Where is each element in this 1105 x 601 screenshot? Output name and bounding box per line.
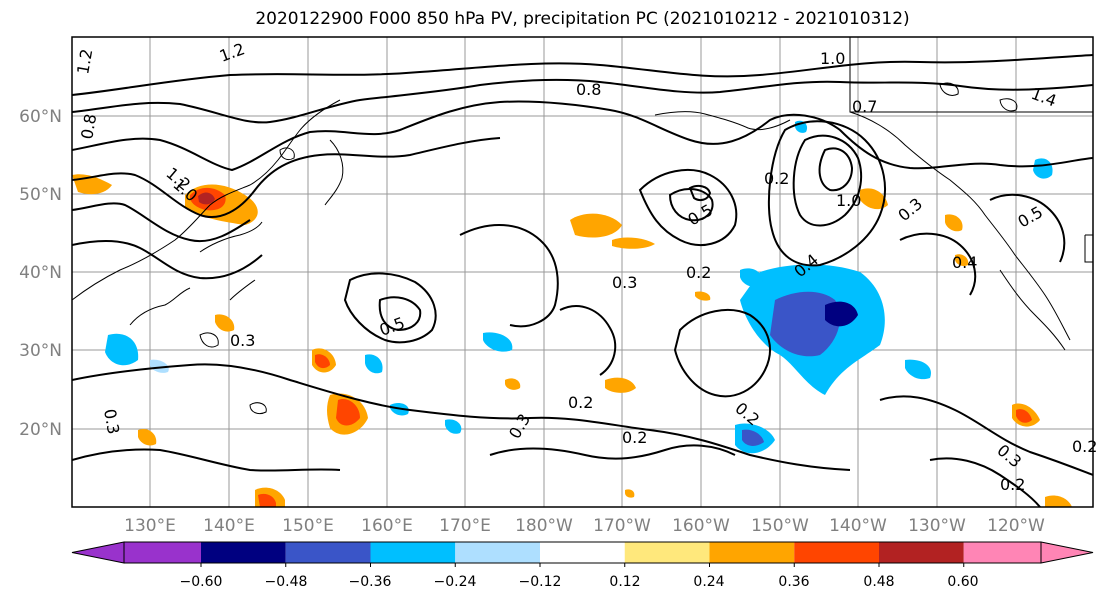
lon-label: 160°E [361,516,413,536]
precipitation-shading [72,120,1072,507]
contour-label: 0.7 [852,97,877,116]
lon-label: 170°E [439,516,491,536]
contour-label: 1.0 [820,49,845,68]
lat-label: 50°N [19,185,62,205]
contour-label: 0.3 [100,407,123,435]
lat-label: 60°N [19,107,62,127]
colorbar-tick-label: 0.12 [609,574,640,590]
contour-label: 0.8 [576,80,601,99]
lon-label: 120°W [987,516,1045,536]
colorbar-tick-label: 0.36 [778,574,809,590]
colorbar [71,541,1094,567]
contour-label: 0.2 [1072,437,1097,456]
longitude-labels: 130°E 140°E 150°E 160°E 170°E 180°W 170°… [124,516,1045,536]
colorbar-tick-label: −0.12 [519,574,562,590]
pv-contours [72,54,1093,507]
colorbar-tick-label: −0.36 [349,574,392,590]
contour-label: 0.2 [622,428,647,447]
colorbar-segment [879,542,964,563]
lon-label: 160°W [672,516,730,536]
contour-label: 1.0 [836,191,861,210]
lon-label: 140°E [203,516,255,536]
colorbar-segment [201,542,286,563]
colorbar-segment [709,542,795,563]
colorbar-tick-label: −0.48 [265,574,308,590]
contour-label: 0.2 [568,393,593,412]
colorbar-segment [124,542,201,563]
thin-contours [199,82,1018,415]
contour-label: 0.2 [764,169,789,188]
contour-label: 1.2 [73,47,96,75]
colorbar-segment [285,542,371,563]
lon-label: 150°E [282,516,334,536]
colorbar-tick-labels: −0.60 −0.48 −0.36 −0.24 −0.12 0.12 0.24 … [180,574,979,590]
contour-label: 0.3 [230,331,255,350]
contour-label: 0.2 [1000,475,1025,494]
contour-label: 0.2 [686,263,711,282]
contour-label: 0.3 [612,273,637,292]
lat-label: 20°N [19,420,62,440]
colorbar-tick-label: 0.60 [947,574,978,590]
colorbar-tick-label: 0.48 [863,574,894,590]
lon-label: 180°W [515,516,573,536]
colorbar-segment [370,542,456,563]
colorbar-segment [624,542,710,563]
colorbar-extend-low [71,541,125,564]
lon-label: 140°W [829,516,887,536]
latitude-labels: 60°N 50°N 40°N 30°N 20°N [19,107,62,440]
lat-label: 30°N [19,341,62,361]
colorbar-frame [123,541,1042,564]
colorbar-segment [540,542,625,563]
colorbar-segment [794,542,879,563]
colorbar-extend-high [1040,541,1094,564]
colorbar-tick-label: −0.24 [434,574,477,590]
map-frame [71,36,1094,508]
lat-label: 40°N [19,263,62,283]
lon-label: 150°W [751,516,809,536]
contour-label: 0.8 [77,112,100,140]
graticule [72,37,1093,507]
colorbar-tick-label: −0.60 [180,574,223,590]
lon-label: 170°W [593,516,651,536]
lon-label: 130°E [124,516,176,536]
coastlines [72,37,1093,351]
lon-label: 130°W [908,516,966,536]
contour-label: 0.4 [952,253,977,272]
colorbar-tick-label: 0.24 [693,574,724,590]
colorbar-segment [455,542,540,563]
map-title: 2020122900 F000 850 hPa PV, precipitatio… [255,9,910,29]
colorbar-segment [963,542,1041,563]
